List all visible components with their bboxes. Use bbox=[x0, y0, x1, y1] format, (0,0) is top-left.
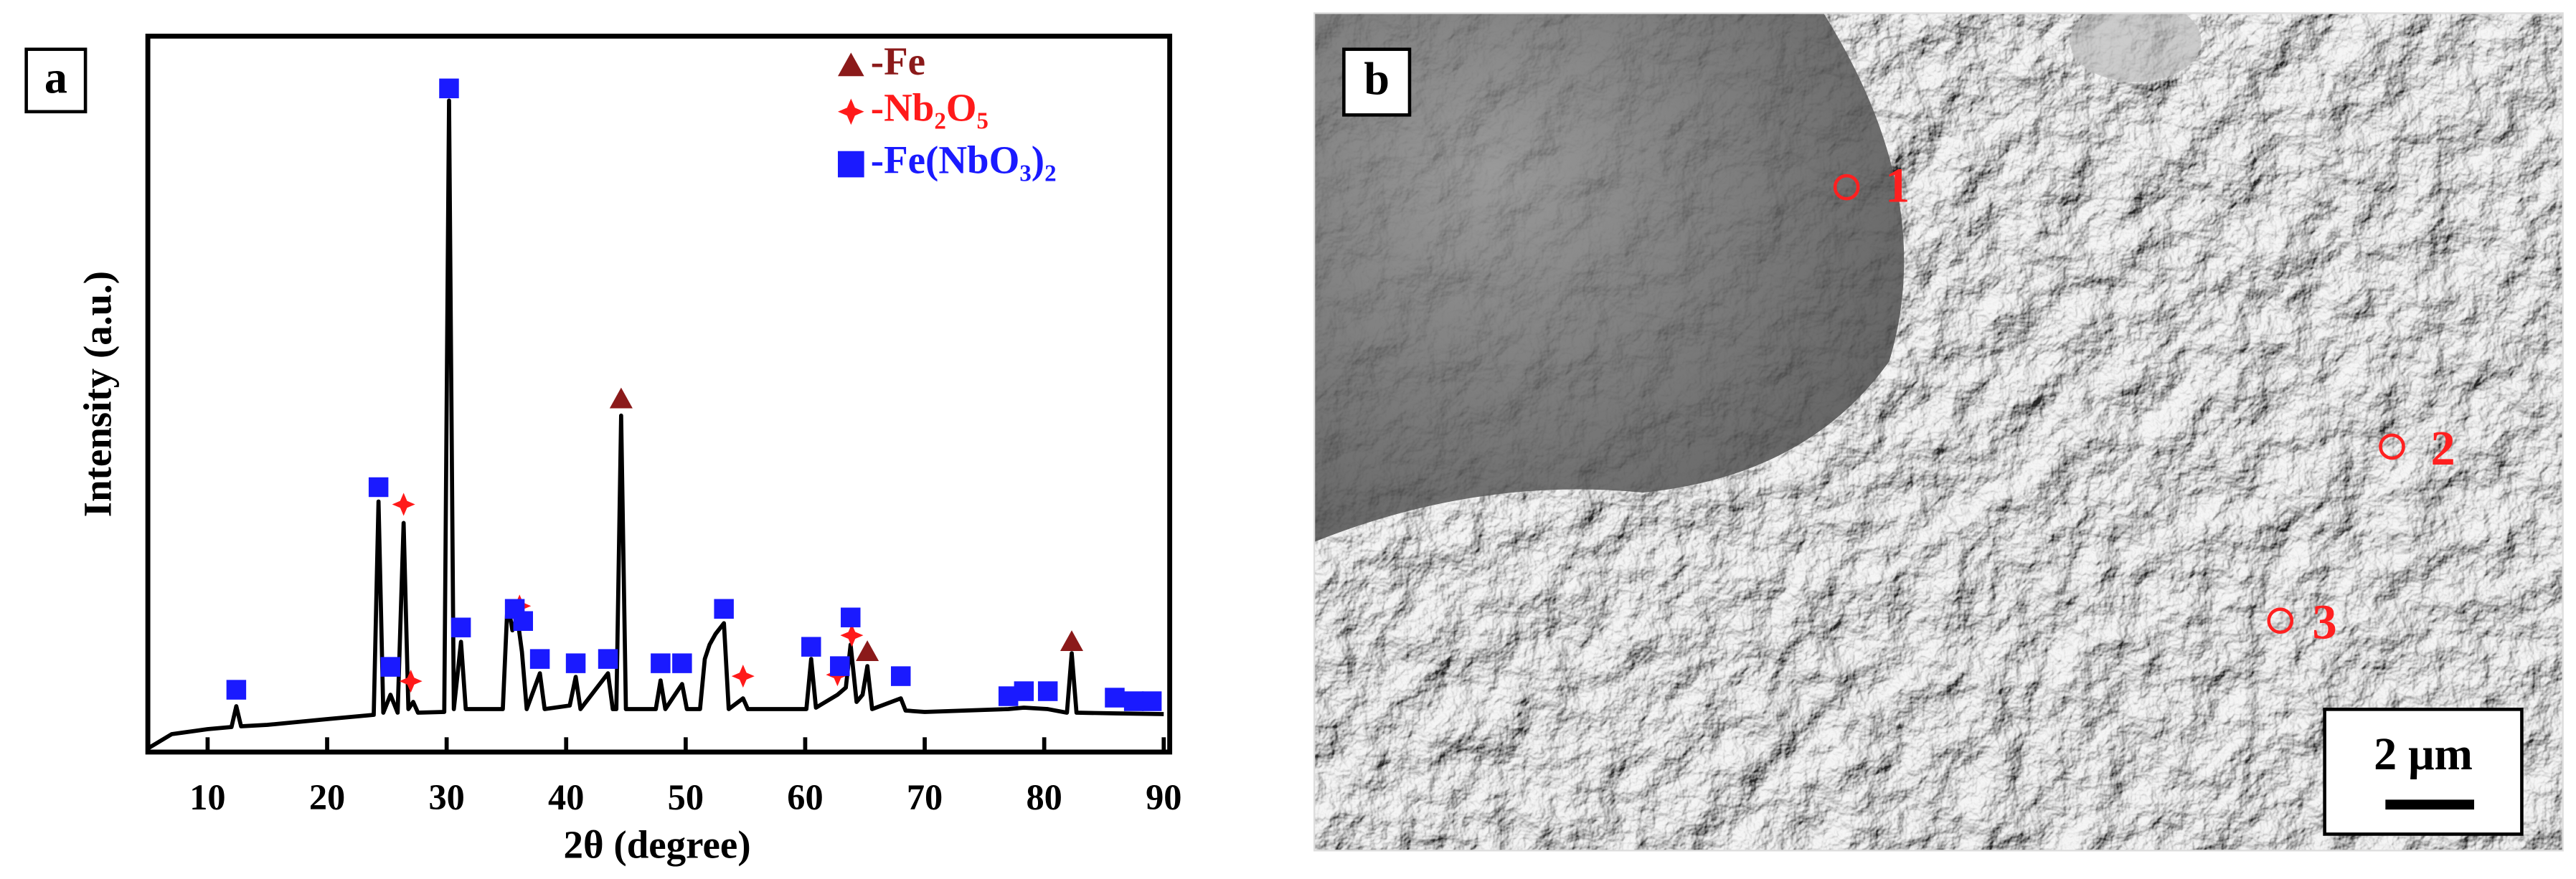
phase-marker bbox=[598, 649, 618, 669]
phase-marker bbox=[450, 617, 471, 637]
phase-marker bbox=[1060, 630, 1084, 651]
phase-marker bbox=[840, 624, 864, 647]
phase-marker bbox=[368, 477, 389, 498]
point-marker bbox=[1833, 174, 1860, 201]
x-tick-label: 70 bbox=[907, 777, 943, 817]
phase-marker bbox=[672, 653, 692, 673]
x-tick-label: 50 bbox=[668, 777, 704, 817]
phase-marker bbox=[856, 640, 879, 661]
legend-label: -Nb₂O₅ bbox=[871, 85, 989, 129]
phase-marker bbox=[226, 680, 247, 700]
x-tick-label: 10 bbox=[189, 777, 225, 817]
xrd-trace bbox=[146, 98, 1164, 751]
panel-label-box bbox=[1342, 47, 1412, 117]
phase-marker bbox=[1123, 691, 1144, 711]
x-tick-label: 20 bbox=[309, 777, 345, 817]
phase-marker bbox=[714, 599, 734, 619]
phase-marker bbox=[1141, 691, 1162, 711]
phase-marker bbox=[392, 493, 415, 516]
scale-bar-label: 2 μm bbox=[2374, 728, 2473, 779]
phase-marker bbox=[1014, 681, 1034, 701]
phase-marker bbox=[609, 387, 633, 409]
phase-marker bbox=[439, 78, 459, 99]
scale-bar bbox=[2385, 799, 2475, 810]
legend-marker bbox=[837, 52, 864, 77]
x-tick-label: 40 bbox=[548, 777, 584, 817]
point-label: 3 bbox=[2312, 595, 2336, 650]
point-marker bbox=[2379, 433, 2405, 460]
image-frame bbox=[1313, 12, 2564, 852]
x-axis-label: 2θ (degree) bbox=[564, 823, 751, 867]
phase-marker bbox=[399, 670, 423, 693]
point-label: 1 bbox=[1885, 158, 1910, 212]
y-axis-label: Intensity (a.u.) bbox=[76, 271, 120, 517]
phase-marker bbox=[565, 653, 586, 673]
legend-label: -Fe bbox=[871, 39, 925, 83]
large-grain bbox=[1314, 13, 1905, 542]
phase-marker bbox=[891, 666, 911, 686]
legend-marker bbox=[837, 98, 864, 125]
plot-frame bbox=[145, 33, 1173, 755]
phase-marker bbox=[801, 637, 821, 657]
phase-marker bbox=[513, 611, 534, 631]
scale-bar-box bbox=[2323, 708, 2524, 836]
point-marker bbox=[2267, 607, 2294, 635]
phase-marker bbox=[830, 656, 850, 676]
phase-marker bbox=[380, 657, 401, 677]
x-tick-label: 30 bbox=[428, 777, 464, 817]
legend-label: -Fe(NbO₃)₂ bbox=[871, 138, 1057, 182]
x-tick-label: 60 bbox=[787, 777, 823, 817]
phase-marker bbox=[1105, 688, 1125, 708]
grain bbox=[2070, 13, 2202, 82]
panel-label-box bbox=[24, 47, 88, 114]
phase-marker bbox=[651, 653, 671, 673]
phase-marker bbox=[1037, 681, 1058, 701]
phase-marker bbox=[841, 607, 861, 627]
x-tick-label: 90 bbox=[1146, 777, 1181, 817]
phase-marker bbox=[731, 665, 755, 688]
x-tick-label: 80 bbox=[1026, 777, 1062, 817]
phase-marker bbox=[529, 649, 550, 669]
panel-label: a bbox=[44, 52, 67, 103]
point-label: 2 bbox=[2430, 421, 2455, 475]
panel-label: b bbox=[1364, 54, 1390, 105]
xrd-plot: 10 20 30 40 50 60 70 80 90 -Fe-Nb₂O₅ -Fe(NbO₃)₂ bbox=[146, 39, 1181, 817]
legend-marker bbox=[837, 151, 864, 178]
